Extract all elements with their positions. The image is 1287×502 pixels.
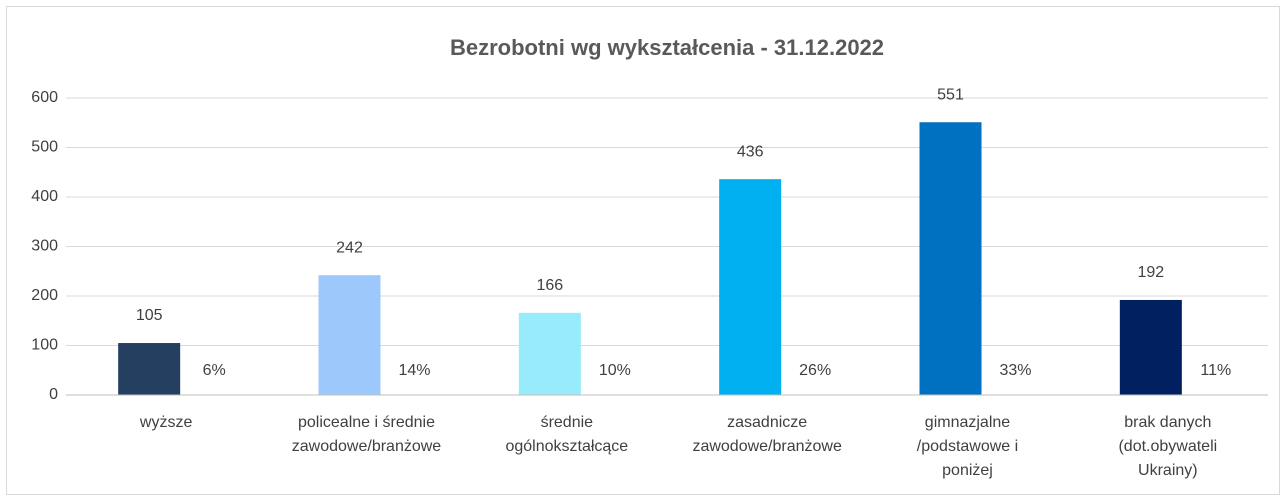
- percent-label: 33%: [999, 362, 1031, 379]
- y-tick-label: 500: [31, 139, 58, 156]
- x-tick-label: policealne i średnie zawodowe/branżowe: [291, 414, 442, 455]
- percent-label: 10%: [599, 362, 631, 379]
- y-tick-label: 100: [31, 337, 58, 354]
- x-tick-label: gimnazjalne /podstawowe i poniżej: [916, 414, 1019, 479]
- chart-border: [6, 6, 1280, 495]
- bar: [1119, 299, 1182, 395]
- value-label: 551: [937, 86, 964, 103]
- y-tick-label: 0: [49, 386, 58, 403]
- percent-label: 14%: [398, 362, 430, 379]
- percent-label: 6%: [203, 362, 226, 379]
- y-tick-label: 200: [31, 287, 58, 304]
- value-label: 166: [536, 277, 563, 294]
- value-label: 105: [136, 307, 163, 324]
- y-tick-label: 600: [31, 89, 58, 106]
- value-label: 242: [336, 239, 363, 256]
- bar: [318, 275, 381, 395]
- y-tick-label: 300: [31, 238, 58, 255]
- value-label: 436: [737, 143, 764, 160]
- percent-label: 26%: [799, 362, 831, 379]
- x-tick-label: zasadnicze zawodowe/branżowe: [692, 414, 842, 455]
- chart-title: Bezrobotni wg wykształcenia - 31.12.2022: [450, 35, 884, 60]
- y-tick-label: 400: [31, 188, 58, 205]
- x-tick-label: brak danych (dot.obywateli Ukrainy): [1118, 414, 1218, 479]
- value-label: 192: [1137, 264, 1164, 281]
- x-tick-label: wyższe: [139, 414, 193, 431]
- bar: [518, 312, 581, 395]
- bar: [919, 122, 982, 395]
- bar: [719, 179, 782, 395]
- bar: [118, 343, 181, 395]
- percent-label: 11%: [1200, 362, 1231, 379]
- x-tick-label: średnie ogólnokształcące: [505, 414, 629, 455]
